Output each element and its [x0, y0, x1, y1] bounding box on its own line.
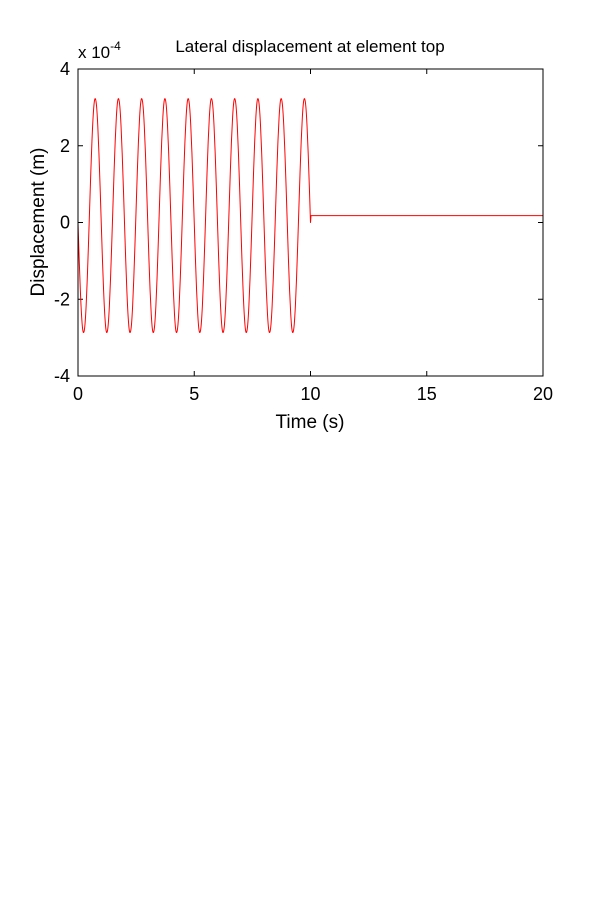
- y-exponent: x 10-4: [78, 39, 121, 62]
- y-exponent-power: -4: [110, 39, 121, 53]
- x-tick-label: 15: [417, 384, 437, 404]
- y-tick-label: 2: [60, 136, 70, 156]
- axes-box: [77, 68, 544, 377]
- chart-title: Lateral displacement at element top: [175, 37, 444, 56]
- y-tick-label: 0: [60, 213, 70, 233]
- y-tick-label: -4: [54, 366, 70, 386]
- y-axis-label: Displacement (m): [28, 148, 49, 297]
- series-line-displacement: [77, 98, 543, 334]
- y-tick-label: -2: [54, 289, 70, 309]
- x-tick-label: 5: [189, 384, 199, 404]
- y-tick-label: 4: [60, 59, 70, 79]
- x-tick-label: 0: [73, 384, 83, 404]
- x-tick-label: 10: [300, 384, 320, 404]
- y-exponent-base: x 10: [78, 43, 110, 62]
- x-axis-label: Time (s): [276, 412, 345, 433]
- x-tick-label: 20: [533, 384, 553, 404]
